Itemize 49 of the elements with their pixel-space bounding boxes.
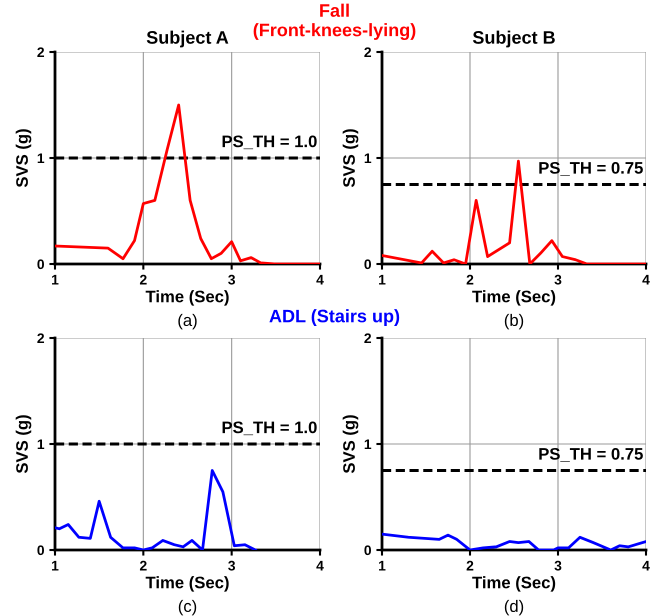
chart-subtitle: Fall (Front-knees-lying): [254, 4, 416, 40]
x-tick-label: 1: [52, 274, 58, 284]
y-tick-label: 0: [37, 545, 44, 556]
text: (d): [504, 600, 524, 616]
x-tick-label: 4: [642, 274, 650, 284]
x-tick-label: 4: [642, 560, 650, 570]
ref-line-label: PS_TH = 1.0: [222, 135, 317, 150]
text: (b): [504, 314, 524, 330]
chart-subtitle: ADL (Stairs up): [269, 309, 400, 326]
y-tick-label: 2: [37, 47, 44, 58]
x-tick-label: 1: [379, 274, 386, 284]
chart-title: Subject B: [472, 30, 555, 48]
x-tick-label: 3: [228, 274, 236, 285]
x-tick-label: 4: [316, 274, 324, 284]
x-tick-label: 2: [466, 274, 474, 284]
y-tick-label: 1: [364, 153, 372, 164]
x-tick-label: 3: [554, 274, 562, 285]
x-tick-label: 1: [52, 560, 58, 570]
x-tick-label: 3: [554, 560, 562, 571]
x-tick-label: 2: [140, 274, 147, 284]
y-axis-title: SVS (g): [342, 415, 358, 474]
y-tick-label: 1: [364, 439, 372, 450]
y-axis-title: SVS (g): [342, 129, 358, 188]
line-series: [55, 469, 257, 550]
y-tick-label: 0: [37, 259, 44, 270]
x-axis-title: Time (Sec): [146, 576, 229, 592]
x-tick-label: 4: [316, 560, 324, 570]
y-tick-label: 1: [38, 153, 44, 164]
y-axis-title: SVS (g): [16, 415, 32, 474]
text: (a): [178, 314, 197, 330]
ref-line-label: PS_TH = 0.75: [539, 162, 643, 176]
y-axis-title: SVS (g): [16, 129, 32, 188]
ref-line-label: PS_TH = 0.75: [539, 448, 643, 462]
y-tick-label: 0: [364, 259, 372, 270]
x-tick-label: 2: [140, 560, 147, 570]
ref-line-label: PS_TH = 1.0: [222, 421, 317, 436]
x-tick-label: 3: [228, 560, 236, 571]
x-axis-title: Time (Sec): [472, 576, 556, 592]
y-tick-label: 2: [364, 47, 372, 58]
y-tick-label: 1: [38, 439, 44, 450]
y-tick-label: 2: [37, 333, 44, 344]
x-axis-title: Time (Sec): [146, 290, 229, 306]
y-tick-label: 2: [364, 333, 372, 344]
x-tick-label: 1: [379, 560, 386, 570]
x-tick-label: 2: [466, 560, 474, 570]
chart-title: Subject A: [146, 30, 228, 48]
text: (c): [178, 600, 196, 616]
x-axis-title: Time (Sec): [472, 290, 556, 306]
y-tick-label: 0: [364, 545, 372, 556]
